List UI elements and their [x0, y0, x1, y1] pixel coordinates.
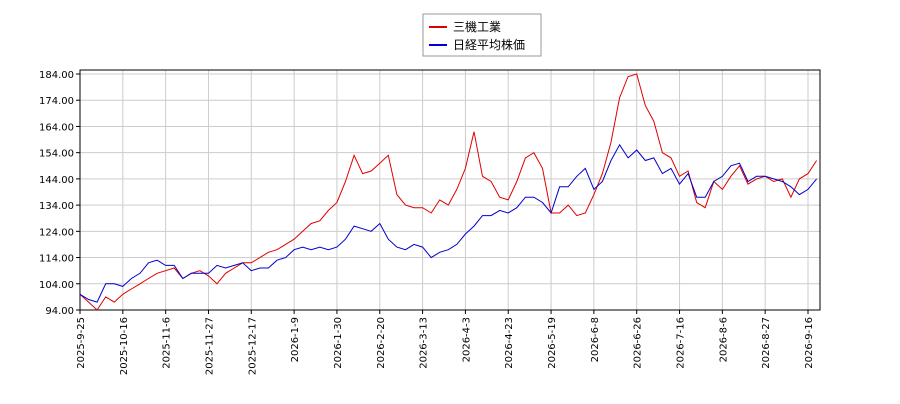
y-tick-label: 174.00 — [39, 96, 74, 107]
x-tick-label: 2025-12-17 — [247, 317, 258, 375]
plot-frame — [79, 69, 821, 311]
x-tick-label: 2026-6-26 — [633, 317, 644, 369]
x-tick-label: 2025-11-27 — [204, 317, 215, 375]
legend-label: 日経平均株価 — [453, 37, 525, 52]
y-tick-label: 104.00 — [39, 280, 74, 291]
series-line — [79, 143, 817, 303]
y-tick-label: 164.00 — [39, 122, 74, 133]
x-tick-label: 2026-2-20 — [376, 317, 387, 369]
x-tick-label: 2026-1-9 — [290, 317, 301, 362]
x-tick-label: 2026-4-23 — [504, 317, 515, 369]
x-tick-label: 2026-7-16 — [676, 317, 687, 369]
x-tick-label: 2026-1-30 — [333, 317, 344, 369]
x-tick-label: 2026-4-3 — [461, 317, 472, 362]
legend-label: 三機工業 — [453, 19, 501, 34]
x-tick-label: 2026-6-8 — [590, 317, 601, 362]
x-tick-label: 2025-9-25 — [76, 317, 87, 369]
y-tick-label: 94.00 — [45, 306, 74, 317]
y-tick-label: 184.00 — [39, 70, 74, 81]
series-line — [79, 73, 818, 311]
x-tick-label: 2026-5-19 — [547, 317, 558, 369]
x-tick-label: 2026-8-27 — [761, 317, 772, 369]
y-tick-label: 114.00 — [39, 254, 74, 265]
legend-box — [422, 13, 542, 57]
x-tick-label: 2026-8-6 — [718, 317, 729, 362]
y-tick-label: 154.00 — [39, 149, 74, 160]
x-tick-label: 2026-3-13 — [419, 317, 430, 369]
y-tick-label: 134.00 — [39, 201, 74, 212]
y-tick-label: 124.00 — [39, 227, 74, 238]
y-tick-label: 144.00 — [39, 175, 74, 186]
x-tick-label: 2025-10-16 — [119, 317, 130, 375]
x-tick-label: 2025-11-6 — [162, 317, 173, 369]
x-tick-label: 2026-9-16 — [804, 317, 815, 369]
